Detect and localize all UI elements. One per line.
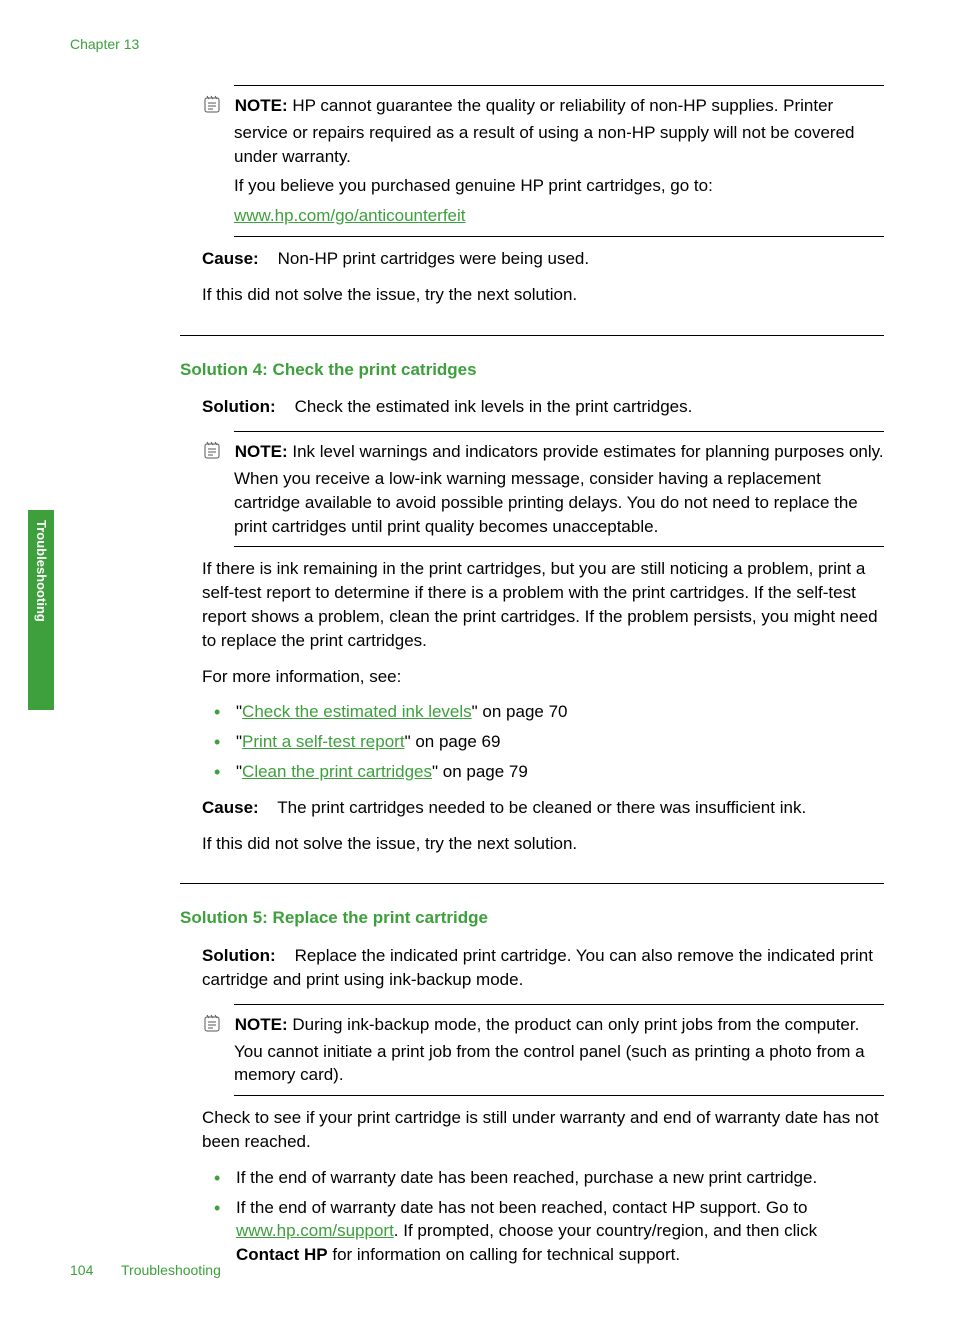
page-number: 104 (70, 1262, 93, 1278)
note-text: During ink-backup mode, the product can … (234, 1015, 865, 1085)
support-link[interactable]: www.hp.com/support (236, 1221, 394, 1240)
contact-hp-bold: Contact HP (236, 1245, 328, 1264)
bullet2-suffix: for information on calling for technical… (328, 1245, 680, 1264)
list-item: "Print a self-test report" on page 69 (202, 730, 884, 754)
selftest-link[interactable]: Print a self-test report (242, 732, 405, 751)
note-followup: If you believe you purchased genuine HP … (234, 174, 884, 198)
note-icon (202, 1013, 224, 1040)
solution4-para2: For more information, see: (202, 665, 884, 689)
link-suffix: on page 70 (478, 702, 568, 721)
divider (180, 883, 884, 884)
divider (180, 335, 884, 336)
link-suffix: on page 69 (411, 732, 501, 751)
page-footer: 104 Troubleshooting (70, 1261, 221, 1281)
solution-label: Solution: (202, 946, 276, 965)
note-text: HP cannot guarantee the quality or relia… (234, 96, 855, 166)
solution4-links: "Check the estimated ink levels" on page… (202, 700, 884, 783)
note-label: NOTE: (235, 442, 288, 461)
solution5-bullets: If the end of warranty date has been rea… (202, 1166, 884, 1267)
solution5-heading: Solution 5: Replace the print cartridge (180, 906, 884, 930)
note-label: NOTE: (235, 96, 288, 115)
solution4-solution: Solution: Check the estimated ink levels… (202, 395, 884, 419)
note-icon (202, 94, 224, 121)
solution4-cause: Cause: The print cartridges needed to be… (202, 796, 884, 820)
cause-line: Cause: Non-HP print cartridges were bein… (202, 247, 884, 271)
bullet1-text: If the end of warranty date has been rea… (236, 1168, 817, 1187)
solution-text: Replace the indicated print cartridge. Y… (202, 946, 873, 989)
cause-text: The print cartridges needed to be cleane… (277, 798, 806, 817)
main-content: NOTE: HP cannot guarantee the quality or… (180, 85, 884, 1279)
cause-text: Non-HP print cartridges were being used. (278, 249, 590, 268)
solution5-solution: Solution: Replace the indicated print ca… (202, 944, 884, 992)
list-item: "Clean the print cartridges" on page 79 (202, 760, 884, 784)
note-block-s4: NOTE: Ink level warnings and indicators … (234, 431, 884, 547)
list-item: "Check the estimated ink levels" on page… (202, 700, 884, 724)
solution4-retry: If this did not solve the issue, try the… (202, 832, 884, 856)
solution4-para1: If there is ink remaining in the print c… (202, 557, 884, 652)
solution5-para1: Check to see if your print cartridge is … (202, 1106, 884, 1154)
cause-label: Cause: (202, 798, 259, 817)
solution4-heading: Solution 4: Check the print catridges (180, 358, 884, 382)
clean-cartridge-link[interactable]: Clean the print cartridges (242, 762, 432, 781)
note-block-s5: NOTE: During ink-backup mode, the produc… (234, 1004, 884, 1096)
side-tab: Troubleshooting (28, 510, 54, 710)
note-icon (202, 440, 224, 467)
list-item: If the end of warranty date has been rea… (202, 1166, 884, 1190)
solution-label: Solution: (202, 397, 276, 416)
anticounterfeit-link[interactable]: www.hp.com/go/anticounterfeit (234, 206, 466, 225)
note-text: Ink level warnings and indicators provid… (234, 442, 884, 535)
bullet2-mid: . If prompted, choose your country/regio… (394, 1221, 817, 1240)
chapter-header: Chapter 13 (70, 35, 139, 55)
side-tab-label: Troubleshooting (32, 520, 50, 622)
cause-label: Cause: (202, 249, 259, 268)
link-suffix: on page 79 (438, 762, 528, 781)
note-label: NOTE: (235, 1015, 288, 1034)
bullet2-prefix: If the end of warranty date has not been… (236, 1198, 807, 1217)
list-item: If the end of warranty date has not been… (202, 1196, 884, 1267)
retry-text: If this did not solve the issue, try the… (202, 283, 884, 307)
footer-section: Troubleshooting (121, 1262, 221, 1278)
note-block: NOTE: HP cannot guarantee the quality or… (234, 85, 884, 237)
solution-text: Check the estimated ink levels in the pr… (295, 397, 693, 416)
check-ink-link[interactable]: Check the estimated ink levels (242, 702, 472, 721)
